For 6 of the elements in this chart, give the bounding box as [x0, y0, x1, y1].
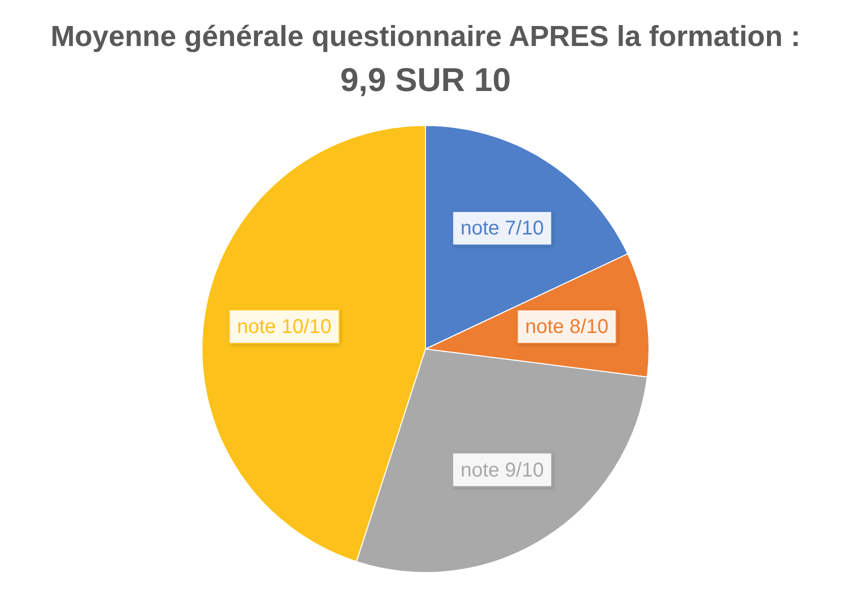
slice-label: note 8/10 [525, 316, 608, 338]
slice-label: note 10/10 [236, 316, 332, 338]
slice-label: note 9/10 [460, 459, 544, 482]
slice-label: note 7/10 [460, 218, 544, 240]
chart-subtitle: 9,9 SUR 10 [340, 61, 511, 99]
chart-title: Moyenne générale questionnaire APRES la formation : [50, 20, 800, 54]
